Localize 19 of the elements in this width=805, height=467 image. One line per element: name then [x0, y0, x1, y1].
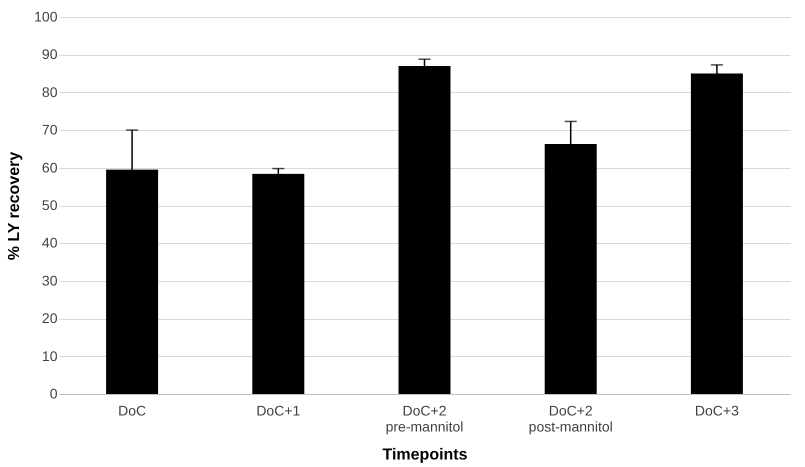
y-axis-title: % LY recovery: [6, 152, 24, 260]
y-tick-label: 10: [42, 348, 58, 364]
y-tick-label: 40: [42, 234, 58, 251]
y-tick-label: 20: [42, 310, 58, 326]
x-tick-label: DoC+2 pre-mannitol: [386, 402, 464, 434]
x-tick-label: DoC: [118, 402, 146, 418]
y-tick-label: 0: [50, 386, 58, 402]
y-tick-label: 50: [42, 197, 58, 213]
y-tick-label: 30: [42, 272, 58, 288]
y-tick-label: 60: [42, 159, 58, 176]
y-tick-label: 90: [42, 46, 58, 62]
y-tick-label: 80: [42, 84, 58, 100]
bar: [252, 174, 304, 394]
y-tick-label: 70: [42, 122, 58, 138]
y-tick-label: 100: [34, 8, 58, 24]
x-tick-label: DoC+3: [694, 402, 740, 418]
x-axis-title: Timepoints: [382, 446, 468, 464]
x-tick-label: DoC+2 post-mannitol: [528, 402, 613, 434]
x-tick-label: DoC+1: [256, 402, 300, 418]
